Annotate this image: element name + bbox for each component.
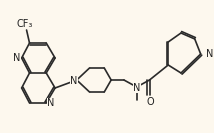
Text: N: N — [48, 98, 55, 108]
Text: O: O — [147, 97, 154, 107]
Text: N: N — [206, 49, 213, 59]
Text: N: N — [70, 76, 77, 86]
Text: N: N — [133, 83, 140, 93]
Text: CF₃: CF₃ — [16, 19, 33, 29]
Text: N: N — [13, 53, 20, 63]
